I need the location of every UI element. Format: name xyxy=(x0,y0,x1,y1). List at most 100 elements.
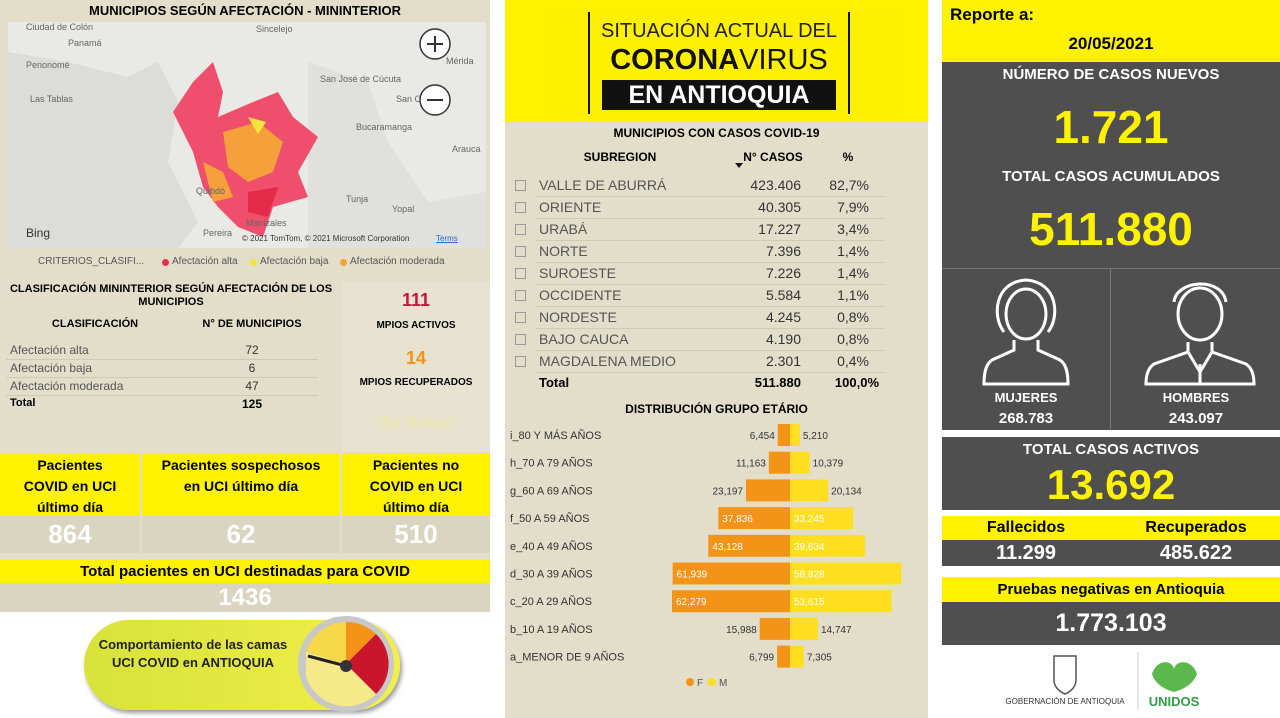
row-label: VALLE DE ABURRÁ xyxy=(539,177,667,193)
man-icon xyxy=(1144,282,1256,386)
kpi-value: 111 xyxy=(401,290,431,310)
map-label: Las Tablas xyxy=(30,94,73,104)
gauge-segment xyxy=(306,622,346,664)
map-shapes xyxy=(8,28,486,248)
value-label: 33,245 xyxy=(794,514,825,525)
chart-title: DISTRIBUCIÓN GRUPO ETÁRIO xyxy=(625,402,808,416)
negative-tests-value: 1.773.103 xyxy=(942,602,1280,645)
men-label: HOMBRES xyxy=(1162,390,1230,405)
row-value: 40.305 xyxy=(758,199,801,215)
bar xyxy=(790,562,902,585)
classification-table: CLASIFICACIÓN N° DE MUNICIPIOS Afectación … xyxy=(0,315,340,415)
row-pct: 3,4% xyxy=(837,221,869,237)
expand-icon xyxy=(515,202,526,213)
category-label: i_80 Y MÁS AÑOS xyxy=(510,429,601,442)
report-box: Reporte a: 20/05/2021 xyxy=(942,0,1280,62)
bar xyxy=(790,617,818,640)
zoom-in-icon xyxy=(427,36,443,52)
logos: GOBERNACIÓN DE ANTIOQUIA UNIDOS xyxy=(1005,652,1200,710)
uci-label: Pacientes no COVID en UCI último día xyxy=(342,453,490,516)
row-divider xyxy=(6,377,318,378)
bar xyxy=(746,479,790,502)
row-divider xyxy=(535,372,885,373)
uci-button[interactable]: Comportamiento de las camas UCI COVID en… xyxy=(84,616,400,712)
button-label: Comportamiento de las camas UCI COVID en… xyxy=(98,637,288,670)
value-label: 62,279 xyxy=(676,597,707,608)
value-label: 39,634 xyxy=(794,542,825,553)
report-date: 20/05/2021 xyxy=(1068,34,1154,53)
header-line3: EN ANTIOQUIA xyxy=(602,80,836,110)
row-divider xyxy=(535,218,885,219)
row-pct: 1,4% xyxy=(837,265,869,281)
map-label: Bucaramanga xyxy=(356,122,413,132)
value-label: 43,128 xyxy=(712,542,743,553)
antioquia-region xyxy=(248,117,266,134)
row-value: 47 xyxy=(245,379,259,393)
legend-swatch xyxy=(686,678,694,686)
row-value: 4.245 xyxy=(765,309,801,325)
header-line2a: CORONA xyxy=(610,44,740,76)
women-label: MUJERES xyxy=(994,390,1058,405)
legend-swatch xyxy=(708,678,716,686)
value-label: 5,210 xyxy=(803,431,828,442)
row-label: Afectación alta xyxy=(10,343,89,357)
uci-value: 510 xyxy=(342,516,490,553)
category-label: c_20 A 29 AÑOS xyxy=(510,595,592,608)
women-value: 268.783 xyxy=(998,410,1054,427)
value-label: 15,988 xyxy=(726,625,757,636)
land xyxy=(8,52,198,248)
value-label: 61,939 xyxy=(677,570,708,581)
map-label: Manizales xyxy=(246,218,287,228)
active-label: TOTAL CASOS ACTIVOS xyxy=(1022,441,1200,458)
bar xyxy=(777,424,790,446)
bar xyxy=(790,507,853,530)
uci-total-label: Total pacientes en UCI destinadas para C… xyxy=(0,560,490,583)
row-pct: 7,9% xyxy=(837,199,869,215)
value-label: 37,836 xyxy=(722,514,753,525)
kpi-label: MPIOS RECUPERADOS xyxy=(359,377,473,388)
coat-of-arms xyxy=(1053,655,1077,695)
new-cases-label: NÚMERO DE CASOS NUEVOS xyxy=(1002,66,1220,83)
map-provider: Bing xyxy=(26,226,51,240)
row-pct: 82,7% xyxy=(829,177,869,193)
gender-icons xyxy=(982,278,1256,386)
row-divider xyxy=(535,196,885,197)
header-frame: SITUACIÓN ACTUAL DEL CORONAVIRUS EN ANTI… xyxy=(588,12,850,114)
category-label: e_40 A 49 AÑOS xyxy=(510,540,593,553)
age-pyramid: i_80 Y MÁS AÑOS 6,454 5,210 h_70 A 79 AÑOS 1… xyxy=(510,424,902,689)
map-label: Penonomé xyxy=(26,60,70,70)
value-label: 20,134 xyxy=(831,486,862,497)
total-pct: 100,0% xyxy=(834,375,879,390)
row-value: 7.396 xyxy=(765,243,801,259)
total-label: Total xyxy=(539,375,570,390)
row-label: URABÁ xyxy=(539,221,588,237)
map-legend: CRITERIOS_CLASIFI... Afectación alta Afect… xyxy=(38,256,490,272)
kpi-box: 111 MPIOS ACTIVOS 14 MPIOS RECUPERADOS (… xyxy=(342,282,490,452)
row-label: OCCIDENTE xyxy=(539,287,622,303)
recovered-value: 485.622 xyxy=(1159,542,1233,564)
row-value: 2.301 xyxy=(765,353,801,369)
unidos-heart xyxy=(1152,662,1197,692)
row-divider xyxy=(535,306,885,307)
row-divider xyxy=(535,328,885,329)
category-label: b_10 A 19 AÑOS xyxy=(510,623,593,636)
map-label: Ciudad de Colón xyxy=(26,22,94,32)
legend-swatch xyxy=(162,259,169,266)
row-label: NORDESTE xyxy=(539,309,617,325)
uci-label: Pacientes sospechosos en UCI último día xyxy=(142,453,340,516)
map-label: Yopal xyxy=(392,204,415,214)
legend-label: Afectación moderada xyxy=(350,256,445,267)
category-label: g_60 A 69 AÑOS xyxy=(510,484,593,497)
expand-icon xyxy=(515,268,526,279)
sort-arrow xyxy=(735,163,743,168)
negative-tests-label: Pruebas negativas en Antioquia xyxy=(942,577,1280,602)
row-label: MAGDALENA MEDIO xyxy=(539,353,676,369)
gauge-hub xyxy=(340,660,352,672)
row-divider xyxy=(535,240,885,241)
bar xyxy=(790,479,829,502)
bar xyxy=(790,645,804,668)
total-value: 125 xyxy=(241,397,263,411)
row-divider xyxy=(6,359,318,360)
expand-icon xyxy=(515,180,526,191)
